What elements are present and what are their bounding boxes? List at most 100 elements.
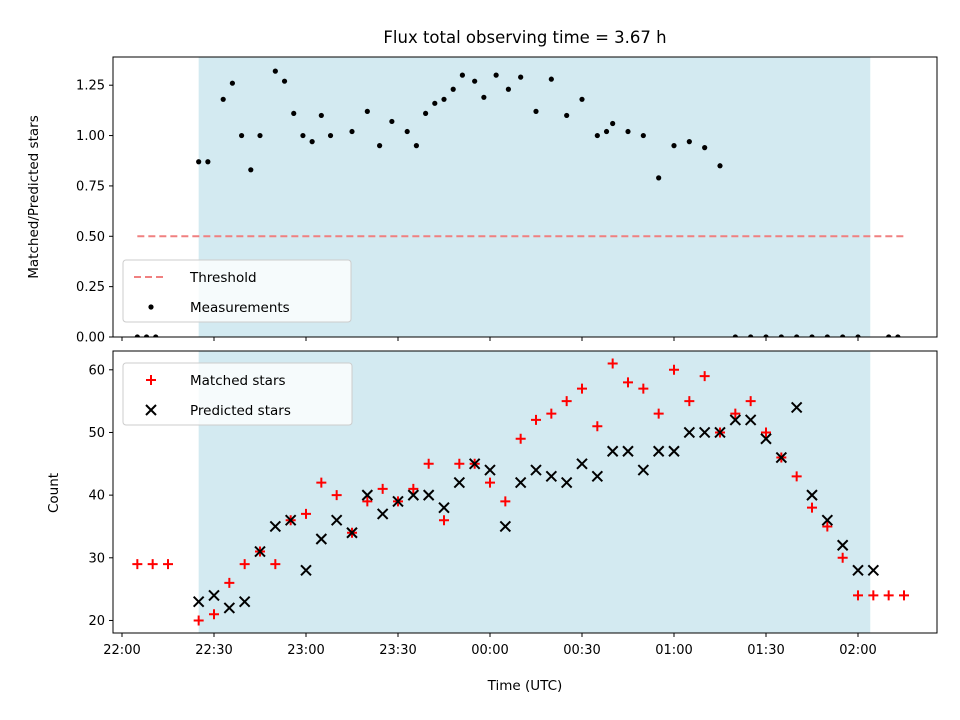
predicted-stars-point [622,445,634,457]
matched-stars-point [362,496,373,507]
measurements-point [459,72,465,78]
matched-stars-point [209,609,219,620]
measurements-point [318,112,324,119]
legend-label: Predicted stars [190,403,291,419]
predicted-stars-point [806,489,818,501]
measurements-point [640,132,646,139]
measurements-point [134,334,140,337]
measurements-point [505,86,511,92]
measurements-point [763,334,769,337]
x-tick-label: 01:00 [655,643,692,658]
measurements-point [518,74,524,80]
predicted-stars-point [407,489,420,501]
predicted-stars-point [361,489,374,501]
measurements-point [493,72,499,78]
measurements-point [886,334,892,337]
predicted-stars-point [790,401,803,414]
measurements-point [291,110,297,117]
measurements-point [220,96,226,102]
predicted-stars-point [223,602,236,614]
predicted-stars-point [775,451,788,464]
y-tick-label: 0.25 [76,280,105,295]
legend-handle-plus [146,375,156,385]
matched-stars-point [822,521,833,532]
measurements-point [594,132,600,139]
matched-stars-point [408,483,419,494]
predicted-stars-point [453,476,466,489]
predicted-stars-point [821,514,834,526]
matched-stars-point [224,577,235,588]
predicted-stars-point [652,445,665,457]
predicted-stars-point [346,527,358,539]
predicted-stars-point [714,426,726,439]
bottom-legend: Matched stars Predicted stars [122,362,353,426]
measurements-point [794,334,800,337]
matched-stars-point [439,515,449,526]
matched-stars-point [193,615,204,626]
predicted-stars-point [438,501,450,514]
measurements-point [309,139,315,145]
matched-stars-point [745,396,756,407]
axes-frame [112,56,938,338]
top-y-axis-label: Matched/Predicted stars [26,115,42,278]
predicted-stars-point [484,464,496,476]
measurements-point [432,100,438,106]
measurements-point [441,96,447,102]
measurements-point [349,128,355,135]
predicted-stars-point [315,533,328,545]
legend-box [122,362,353,426]
matched-stars-point [577,383,587,394]
matched-stars-point [730,408,741,419]
predicted-stars-point [392,495,404,508]
measurements-point [610,120,616,127]
matched-stars-point [377,483,388,494]
predicted-stars-point [330,514,343,526]
predicted-stars-point [560,476,573,489]
measurements-point [300,132,306,139]
matched-stars-point [669,364,679,375]
x-tick-label: 22:00 [103,643,140,658]
matched-stars-point [868,590,879,601]
measurements-point [671,143,677,149]
matched-stars-point [531,414,541,425]
measurements-point [248,167,254,173]
matched-stars-point [454,458,465,469]
matched-stars-point [132,559,143,570]
measurements-point [423,110,429,117]
predicted-stars-point [208,589,220,602]
measurements-point [855,334,861,337]
matched-stars-point [684,396,695,407]
measurements-point [656,175,662,181]
measurements-point [686,139,692,145]
predicted-stars-point [576,458,588,470]
measurements-point [364,108,370,114]
matched-stars-point [807,502,817,513]
matched-stars-point [515,433,526,444]
y-tick-label: 50 [88,426,105,441]
predicted-stars-point [760,433,772,445]
measurements-point [895,334,901,337]
measurements-point [564,112,570,119]
axes-frame [112,350,938,634]
measurements-point [472,78,478,84]
measurements-point [732,334,738,337]
y-tick-label: 1.25 [76,79,105,94]
x-tick-label: 01:30 [747,643,784,658]
measurements-point [579,96,585,102]
legend-label: Matched stars [190,373,286,389]
y-tick-label: 0.50 [76,230,105,245]
predicted-stars-point [545,470,558,483]
measurements-point [717,163,723,169]
top-panel: Flux total observing time = 3.67 h Match… [26,28,667,279]
measurements-point [239,132,245,139]
matched-stars-point [163,559,173,570]
matched-stars-point [883,590,894,601]
measurements-point [272,68,278,74]
measurements-point [404,128,410,135]
predicted-stars-point [683,426,696,439]
measurements-point [809,334,815,337]
measurements-point [702,145,708,151]
matched-stars-point [147,559,158,570]
measurements-point [257,132,263,139]
